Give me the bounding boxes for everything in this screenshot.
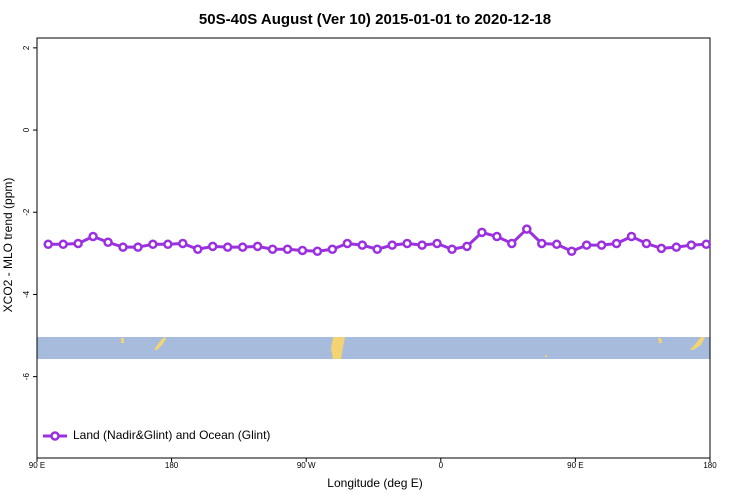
data-point	[43, 239, 53, 250]
y-tick-label: -6	[22, 373, 31, 381]
y-tick-label: 2	[22, 45, 31, 50]
y-axis-label: XCO2 - MLO trend (ppm)	[1, 178, 15, 313]
x-tick-label: 0	[439, 461, 444, 470]
data-point	[327, 244, 338, 254]
data-point	[163, 239, 173, 250]
y-tick-label: -2	[22, 208, 31, 216]
data-point	[596, 240, 607, 250]
data-point	[641, 238, 652, 249]
plot-frame	[36, 37, 711, 459]
data-point	[357, 240, 368, 250]
data-point	[372, 244, 382, 254]
legend-label: Land (Nadir&Glint) and Ocean (Glint)	[73, 428, 270, 442]
data-point	[671, 242, 682, 252]
chart-title: 50S-40S August (Ver 10) 2015-01-01 to 20…	[199, 11, 551, 28]
data-point	[432, 238, 442, 249]
x-tick-label: 180	[165, 461, 179, 470]
x-tick-label: 90 W	[297, 461, 316, 470]
data-point	[252, 241, 263, 252]
data-point	[297, 245, 308, 256]
data-point	[551, 239, 562, 250]
data-point	[507, 238, 517, 249]
data-point	[58, 239, 68, 250]
legend-marker	[50, 431, 60, 441]
data-point	[222, 242, 233, 252]
x-tick-label: 90 E	[567, 461, 583, 470]
data-point	[417, 240, 427, 250]
data-point	[237, 242, 248, 252]
map-strip	[37, 337, 710, 359]
data-point	[282, 244, 293, 254]
data-point	[267, 244, 278, 254]
data-point	[626, 231, 637, 242]
data-point	[207, 241, 218, 252]
x-tick-label: 90 E	[29, 461, 45, 470]
data-point	[118, 242, 128, 252]
data-point	[686, 240, 697, 250]
data-point	[402, 238, 412, 249]
data-point	[492, 231, 502, 242]
data-point	[581, 240, 592, 250]
data-point	[133, 242, 143, 252]
data-point	[103, 237, 113, 247]
x-tick-label: 180	[703, 461, 717, 470]
data-point	[447, 244, 457, 254]
data-point	[537, 238, 547, 249]
data-point	[73, 238, 83, 249]
data-point	[88, 231, 98, 242]
data-point	[522, 224, 532, 234]
data-point	[566, 246, 577, 257]
data-point	[387, 240, 397, 250]
data-point	[342, 238, 353, 249]
data-point	[312, 246, 323, 257]
x-axis-label: Longitude (deg E)	[327, 476, 422, 490]
data-point	[178, 238, 188, 249]
data-point	[656, 243, 667, 254]
y-tick-label: 0	[22, 127, 31, 132]
y-tick-label: -4	[22, 290, 31, 298]
data-point	[477, 227, 487, 238]
data-point	[611, 238, 622, 249]
data-point	[148, 239, 158, 250]
data-point	[462, 241, 472, 252]
data-point	[193, 244, 203, 254]
data-point	[701, 239, 712, 250]
